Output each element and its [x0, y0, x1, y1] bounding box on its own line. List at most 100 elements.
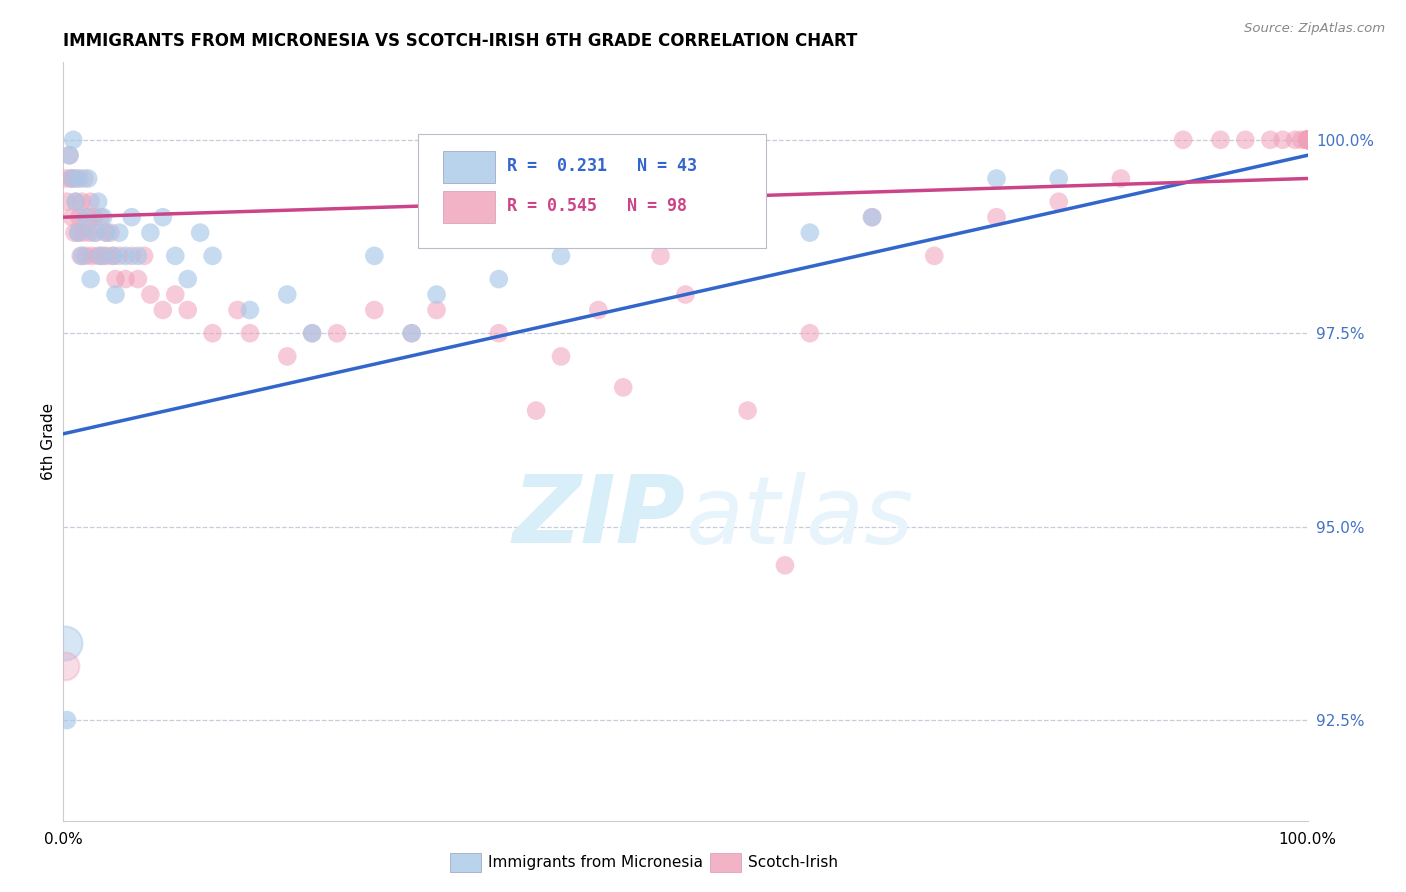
Point [276, 287, 298, 301]
Point [276, 350, 298, 364]
Point [425, 287, 447, 301]
Point [675, 210, 697, 224]
Point [79, 272, 101, 286]
Point [401, 326, 423, 341]
Point [69, 210, 91, 224]
Point [56, 194, 79, 209]
Point [588, 303, 610, 318]
Point [799, 326, 821, 341]
Point [488, 272, 510, 286]
Point [70, 194, 93, 209]
Point [69, 249, 91, 263]
Point [524, 403, 547, 417]
Point [860, 210, 883, 224]
Point [1296, 133, 1319, 147]
Point [1296, 133, 1319, 147]
Point [773, 558, 796, 573]
Point [239, 326, 262, 341]
Point [87, 194, 110, 209]
Point [860, 210, 883, 224]
Point [114, 272, 136, 286]
Point [1047, 194, 1070, 209]
FancyBboxPatch shape [443, 151, 495, 183]
Text: R =  0.231   N = 43: R = 0.231 N = 43 [508, 157, 697, 176]
Point [1296, 133, 1319, 147]
Point [488, 326, 510, 341]
Point [56, 713, 79, 727]
Point [69, 171, 91, 186]
Point [1296, 133, 1319, 147]
Point [650, 249, 672, 263]
Point [134, 249, 156, 263]
Point [1296, 133, 1319, 147]
Point [53, 659, 76, 673]
Point [737, 403, 759, 417]
Point [1291, 133, 1313, 147]
Point [96, 249, 118, 263]
Point [1209, 133, 1232, 147]
Point [1296, 133, 1319, 147]
Point [1296, 133, 1319, 147]
Point [1296, 133, 1319, 147]
Point [188, 226, 211, 240]
Point [63, 226, 86, 240]
Point [201, 249, 224, 263]
Point [127, 272, 149, 286]
Point [139, 287, 162, 301]
Point [152, 303, 174, 318]
Point [177, 272, 200, 286]
Point [58, 148, 80, 162]
Point [127, 249, 149, 263]
Point [100, 226, 122, 240]
Point [121, 249, 143, 263]
Point [91, 249, 114, 263]
Point [101, 249, 124, 263]
Point [924, 249, 946, 263]
Point [65, 194, 87, 209]
Point [301, 326, 323, 341]
Point [737, 194, 759, 209]
Point [165, 287, 187, 301]
Point [84, 226, 107, 240]
Point [1258, 133, 1281, 147]
Point [59, 171, 82, 186]
Point [612, 380, 634, 394]
Point [1296, 133, 1319, 147]
Point [1296, 133, 1319, 147]
Point [239, 303, 262, 318]
Point [425, 303, 447, 318]
Point [67, 226, 90, 240]
Text: ZIP: ZIP [513, 471, 686, 564]
Point [77, 171, 100, 186]
Point [72, 226, 94, 240]
Point [77, 210, 100, 224]
Point [1284, 133, 1306, 147]
Point [550, 249, 572, 263]
Point [1296, 133, 1319, 147]
Point [96, 226, 118, 240]
Point [1296, 133, 1319, 147]
Point [363, 303, 385, 318]
Point [70, 249, 93, 263]
Text: R = 0.545   N = 98: R = 0.545 N = 98 [508, 197, 688, 216]
Point [1047, 171, 1070, 186]
Point [58, 148, 80, 162]
Point [101, 249, 124, 263]
Point [55, 171, 77, 186]
Point [73, 171, 96, 186]
Point [986, 171, 1008, 186]
Point [67, 226, 90, 240]
Point [301, 326, 323, 341]
Point [675, 287, 697, 301]
Text: IMMIGRANTS FROM MICRONESIA VS SCOTCH-IRISH 6TH GRADE CORRELATION CHART: IMMIGRANTS FROM MICRONESIA VS SCOTCH-IRI… [63, 32, 858, 50]
Point [1109, 171, 1132, 186]
Point [121, 210, 143, 224]
Point [1296, 133, 1319, 147]
Point [1296, 133, 1319, 147]
Point [1296, 133, 1319, 147]
Point [1296, 133, 1319, 147]
Point [1296, 133, 1319, 147]
Text: atlas: atlas [686, 472, 914, 563]
Point [1296, 133, 1319, 147]
Point [53, 636, 76, 650]
